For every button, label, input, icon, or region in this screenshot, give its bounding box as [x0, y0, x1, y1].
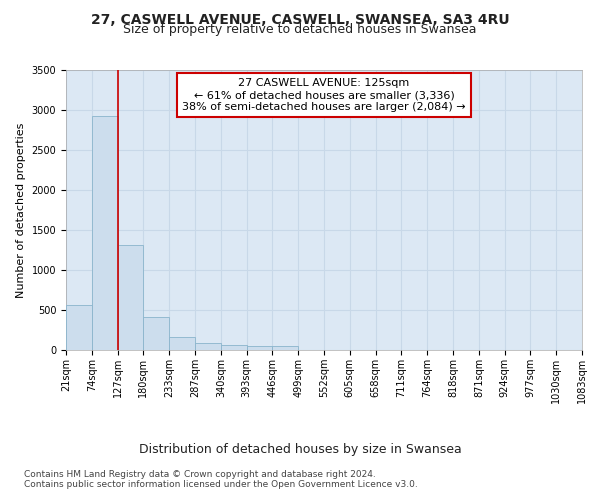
Text: 27, CASWELL AVENUE, CASWELL, SWANSEA, SA3 4RU: 27, CASWELL AVENUE, CASWELL, SWANSEA, SA… [91, 12, 509, 26]
Text: Size of property relative to detached houses in Swansea: Size of property relative to detached ho… [123, 22, 477, 36]
Bar [272, 346, 298, 350]
Bar [195, 343, 221, 350]
Text: Contains HM Land Registry data © Crown copyright and database right 2024.
Contai: Contains HM Land Registry data © Crown c… [24, 470, 418, 490]
Bar [143, 317, 169, 350]
Bar [66, 305, 92, 350]
Text: Distribution of detached houses by size in Swansea: Distribution of detached houses by size … [139, 442, 461, 456]
Bar [118, 245, 143, 350]
Bar [247, 346, 272, 350]
Bar [169, 337, 195, 350]
Text: 27 CASWELL AVENUE: 125sqm
← 61% of detached houses are smaller (3,336)
38% of se: 27 CASWELL AVENUE: 125sqm ← 61% of detac… [182, 78, 466, 112]
Bar [92, 116, 118, 350]
Bar [221, 345, 247, 350]
Y-axis label: Number of detached properties: Number of detached properties [16, 122, 26, 298]
